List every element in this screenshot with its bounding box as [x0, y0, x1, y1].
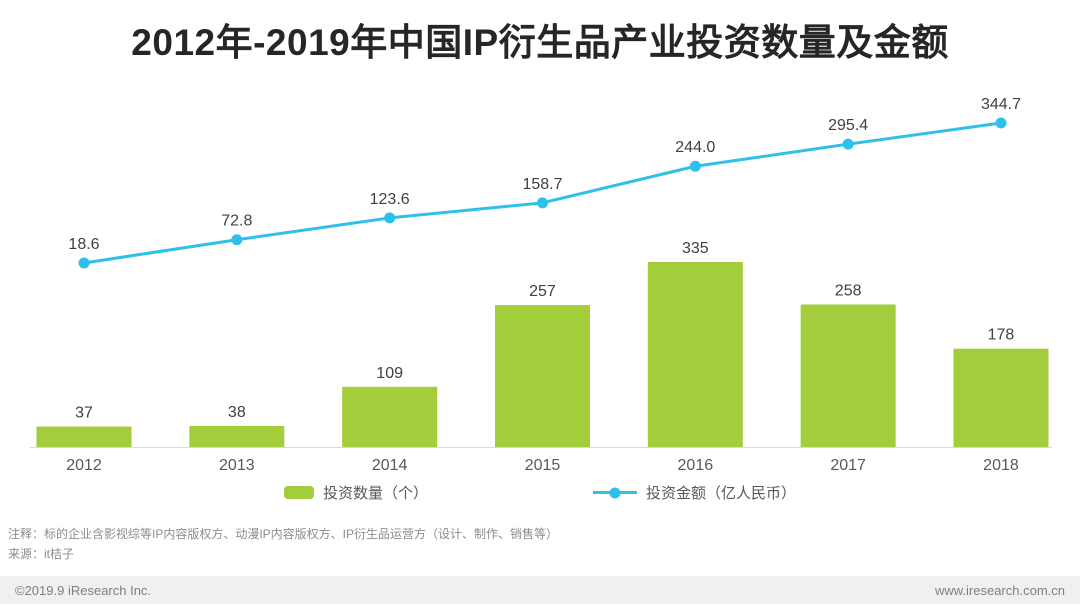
x-tick-label-2014: 2014: [372, 457, 408, 474]
line-point-2012: [78, 257, 90, 269]
bar-value-label-2017: 258: [835, 283, 862, 300]
line-value-label-2012: 18.6: [68, 236, 99, 253]
line-legend-label: 投资金额（亿人民币）: [646, 485, 797, 502]
legend: 投资数量（个） 投资金额（亿人民币）: [0, 482, 1080, 503]
chart-title: 2012年-2019年中国IP衍生品产业投资数量及金额: [131, 22, 949, 63]
bar-2013: [189, 426, 285, 447]
x-tick-label-2012: 2012: [66, 457, 102, 474]
line-point-2017: [842, 138, 854, 150]
footer-bar: ©2019.9 iResearch Inc. www.iresearch.com…: [0, 576, 1080, 604]
bar-2015: [494, 305, 590, 447]
footer-url: www.iresearch.com.cn: [934, 582, 1065, 598]
footer-copyright: ©2019.9 iResearch Inc.: [15, 582, 152, 598]
line-point-2013: [231, 234, 243, 246]
bar-2017: [800, 304, 896, 447]
x-tick-label-2017: 2017: [830, 457, 866, 474]
bar-2018: [953, 348, 1049, 447]
line-point-2016: [689, 160, 701, 172]
line-value-label-2016: 244.0: [675, 139, 715, 156]
line-point-2015: [536, 197, 548, 209]
bar-legend-label: 投资数量（个）: [322, 485, 428, 502]
line-legend-swatch: [593, 487, 637, 498]
x-tick-label-2015: 2015: [525, 457, 561, 474]
line-value-label-2018: 344.7: [981, 96, 1021, 113]
bar-value-label-2014: 109: [376, 365, 403, 382]
bar-value-label-2016: 335: [682, 240, 709, 257]
bar-value-label-2013: 38: [228, 404, 246, 421]
x-tick-label-2018: 2018: [983, 457, 1019, 474]
annotation-note: 注释：标的企业含影视综等IP内容版权方、动漫IP内容版权方、IP衍生品运营方（设…: [8, 527, 559, 541]
bar-legend-swatch: [283, 486, 314, 499]
line-point-2014: [384, 212, 396, 224]
x-tick-label-2016: 2016: [678, 457, 714, 474]
line-value-label-2017: 295.4: [828, 117, 868, 134]
line-value-label-2013: 72.8: [221, 213, 252, 230]
combo-chart: 37 2012 38 2013 109 2014 257 2015 335 2016 258 2017…: [30, 96, 1052, 474]
bar-2012: [36, 426, 132, 447]
x-tick-label-2013: 2013: [219, 457, 255, 474]
line-legend-dot-icon: [609, 487, 621, 498]
bar-value-label-2018: 178: [988, 327, 1015, 344]
bar-2016: [647, 262, 743, 447]
investment-amount-line: [82, 121, 1003, 265]
legend-item-investment-amount: 投资金额（亿人民币）: [593, 482, 796, 503]
line-value-label-2014: 123.6: [370, 191, 410, 208]
bar-2014: [342, 386, 438, 447]
bar-value-label-2012: 37: [75, 405, 93, 422]
bar-value-label-2015: 257: [529, 283, 556, 300]
source-note: 来源：it桔子: [8, 547, 75, 561]
line-value-label-2015: 158.7: [522, 176, 562, 193]
legend-item-investment-count: 投资数量（个）: [283, 482, 428, 503]
line-point-2018: [995, 117, 1007, 129]
